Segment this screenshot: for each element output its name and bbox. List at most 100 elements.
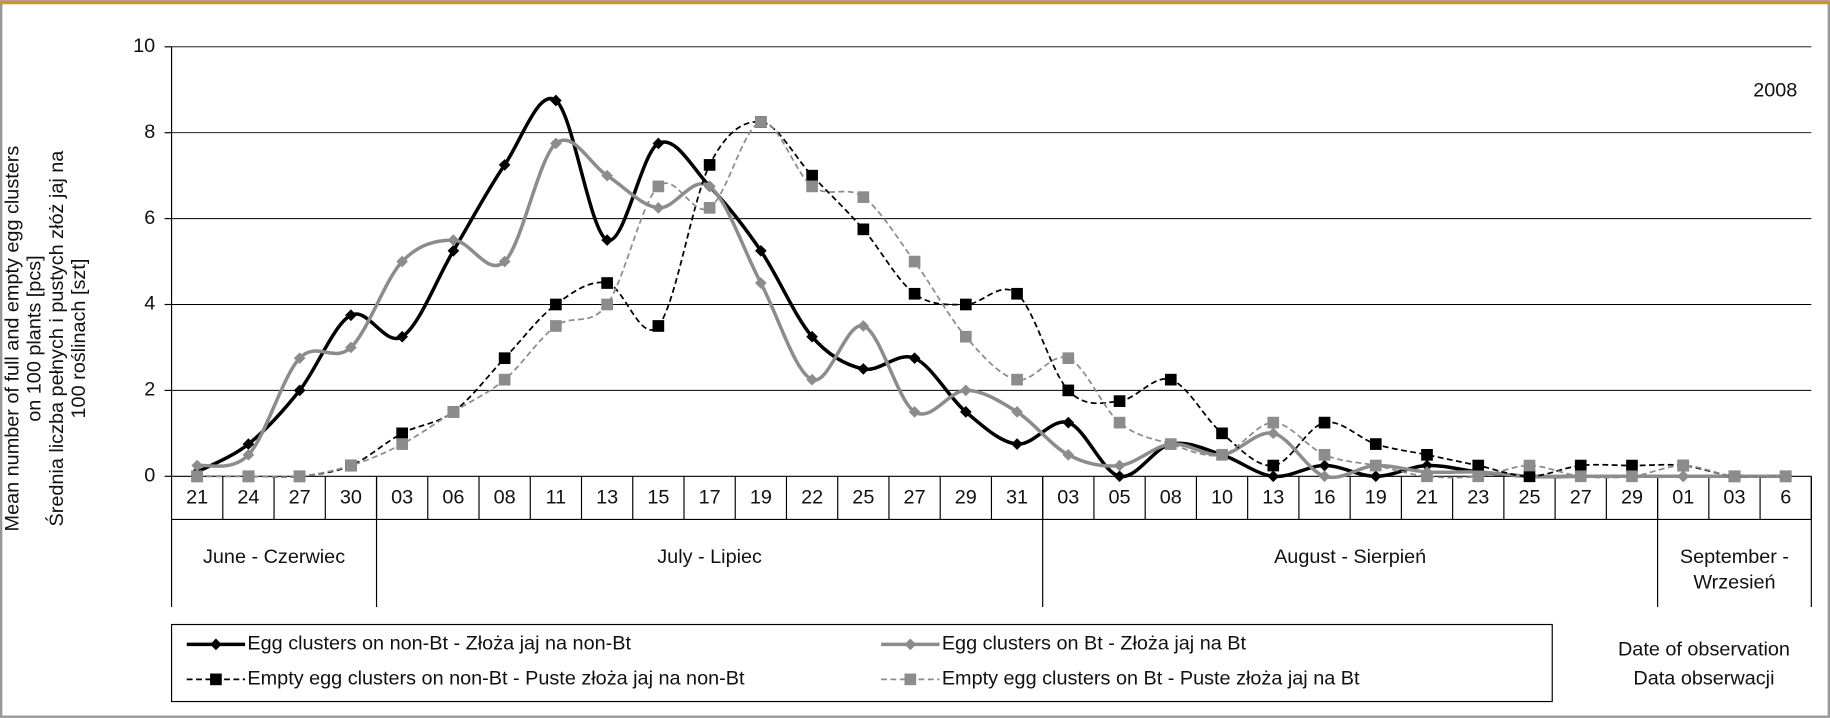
x-tick-label: 13 xyxy=(596,487,618,509)
marker xyxy=(1011,406,1023,418)
marker xyxy=(904,673,917,686)
legend-label: Egg clusters on Bt - Złoża jaj na Bt xyxy=(942,633,1247,655)
x-tick-label: 10 xyxy=(1211,487,1233,509)
x-tick-label: 24 xyxy=(237,487,259,509)
x-tick-label: 25 xyxy=(852,487,874,509)
group-label: June - Czerwiec xyxy=(203,546,345,568)
marker xyxy=(703,180,716,193)
marker xyxy=(1318,459,1331,472)
legend xyxy=(170,623,1553,703)
marker xyxy=(1574,459,1587,472)
marker xyxy=(1113,416,1126,429)
x-tick-label: 31 xyxy=(1006,487,1028,509)
marker xyxy=(1523,470,1536,483)
marker xyxy=(1369,459,1382,472)
x-tick-label: 17 xyxy=(699,487,721,509)
marker xyxy=(550,298,562,311)
marker xyxy=(1626,459,1638,472)
x-tick-label: 30 xyxy=(340,487,362,509)
marker xyxy=(755,277,767,289)
marker xyxy=(1472,470,1485,483)
marker xyxy=(806,330,818,343)
marker xyxy=(806,169,818,182)
x-tick-label: 05 xyxy=(1109,487,1131,509)
x-tick-label: 29 xyxy=(955,487,977,509)
marker xyxy=(396,438,408,450)
x-tick-label: 15 xyxy=(647,487,669,509)
x-tick-label: 29 xyxy=(1621,487,1643,509)
x-tick-label: 03 xyxy=(1057,487,1079,509)
x-tick-label: 08 xyxy=(1160,487,1182,509)
marker xyxy=(703,202,716,214)
marker xyxy=(806,180,818,193)
x-tick-label: 22 xyxy=(801,487,823,509)
marker xyxy=(1062,352,1075,365)
marker xyxy=(1113,395,1126,407)
group-label-line: Wrzesień xyxy=(1693,572,1775,594)
group-label: July - Lipiec xyxy=(657,546,762,568)
marker xyxy=(498,352,511,365)
marker xyxy=(703,159,716,171)
marker xyxy=(857,320,870,332)
marker xyxy=(1574,470,1587,483)
marker xyxy=(1369,438,1382,450)
marker xyxy=(1318,470,1331,483)
x-tick-label: 25 xyxy=(1518,487,1540,509)
marker xyxy=(345,341,357,354)
marker xyxy=(908,406,921,418)
group-label-line: August - Sierpień xyxy=(1274,546,1426,568)
x-tick-label: 11 xyxy=(546,487,567,509)
x-tick-label: 23 xyxy=(1467,487,1489,509)
y-tick-label: 0 xyxy=(144,465,155,487)
marker xyxy=(908,287,921,300)
marker xyxy=(396,330,408,343)
marker xyxy=(857,223,870,236)
marker xyxy=(755,116,767,128)
marker xyxy=(498,373,511,386)
y-tick-label: 6 xyxy=(144,207,155,229)
y-axis-label-line: on 100 plants [pcs] xyxy=(24,255,46,421)
x-tick-label: 27 xyxy=(904,487,926,509)
legend-label: Empty egg clusters on Bt - Puste złoża j… xyxy=(942,668,1360,690)
x-tick-label: 27 xyxy=(1570,487,1592,509)
marker xyxy=(959,406,972,418)
marker xyxy=(1626,470,1638,483)
group-label: August - Sierpień xyxy=(1274,546,1426,568)
x-tick-label: 03 xyxy=(391,487,413,509)
marker xyxy=(550,320,562,332)
marker xyxy=(1062,416,1075,429)
marker xyxy=(1318,448,1331,461)
marker xyxy=(1062,384,1075,397)
marker xyxy=(1267,470,1280,483)
marker xyxy=(652,137,665,150)
x-tick-label: 03 xyxy=(1723,487,1745,509)
marker xyxy=(1011,373,1023,386)
marker xyxy=(652,180,665,193)
legend-label: Egg clusters on non-Bt - Złoża jaj na no… xyxy=(247,633,631,655)
marker xyxy=(601,169,613,182)
marker xyxy=(1216,427,1228,440)
marker xyxy=(1062,448,1075,461)
x-axis-label: Data obserwacji xyxy=(1633,668,1774,690)
marker xyxy=(550,137,562,150)
marker xyxy=(1677,470,1690,483)
marker xyxy=(1523,459,1536,472)
y-axis-label-line: Średnia liczba pełnych i pustych złóż ja… xyxy=(44,150,68,527)
x-tick-label: 6 xyxy=(1780,487,1791,509)
y-tick-label: 2 xyxy=(144,379,155,401)
group-label: September - Wrzesień xyxy=(1680,546,1789,594)
group-label-line: September - xyxy=(1680,546,1789,568)
legend-label: Empty egg clusters on non-Bt - Puste zło… xyxy=(247,668,745,690)
marker xyxy=(498,159,511,171)
marker xyxy=(1267,459,1280,472)
marker xyxy=(210,638,222,651)
annotation: 2008 xyxy=(1753,79,1797,101)
marker xyxy=(191,459,204,472)
marker xyxy=(1779,470,1792,483)
y-axis-label: Mean number of full and empty egg cluste… xyxy=(2,146,91,532)
marker xyxy=(293,470,306,483)
x-tick-label: 13 xyxy=(1262,487,1284,509)
marker xyxy=(447,406,460,418)
x-tick-label: 01 xyxy=(1672,487,1694,509)
group-label-line: June - Czerwiec xyxy=(203,546,345,568)
